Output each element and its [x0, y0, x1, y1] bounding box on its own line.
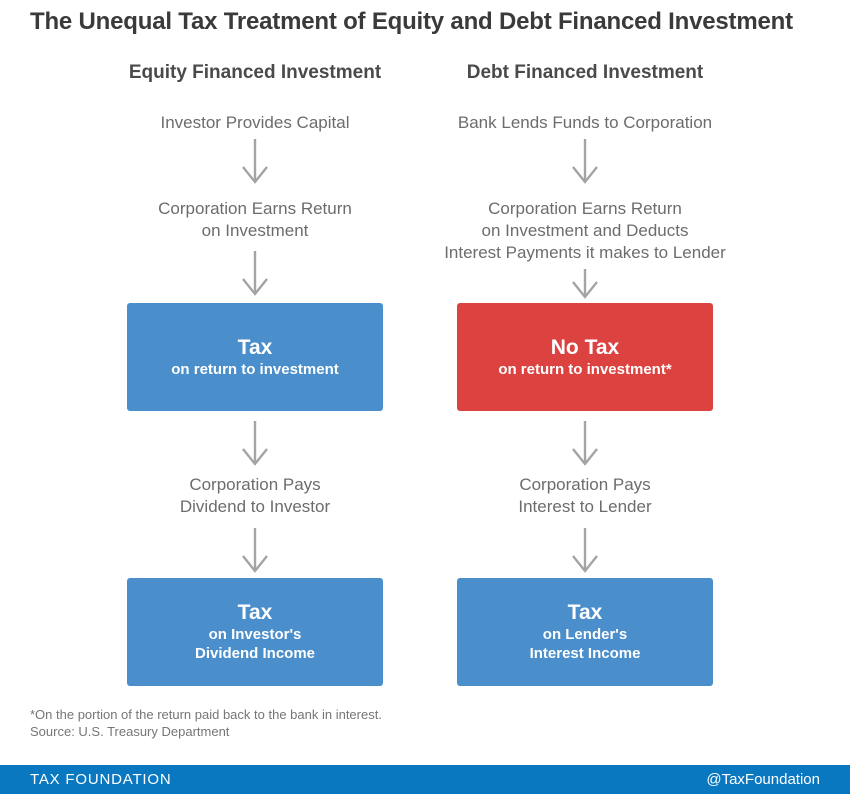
column-header-equity: Equity Financed Investment: [128, 62, 382, 83]
step-bank-lends-funds: Bank Lends Funds to Corporation: [457, 113, 713, 132]
box-subtitle: on Lender's Interest Income: [529, 626, 641, 662]
column-header-debt: Debt Financed Investment: [466, 62, 704, 83]
footer-twitter-handle: @TaxFoundation: [706, 771, 820, 788]
arrow-down-icon: [238, 250, 272, 298]
box-subtitle: on return to investment: [171, 360, 339, 378]
arrow-down-icon: [238, 420, 272, 468]
box-title: Tax: [237, 601, 273, 624]
box-subtitle: on return to investment*: [498, 360, 672, 378]
tax-dividend-income-box: Tax on Investor's Dividend Income: [127, 578, 383, 686]
arrow-down-icon: [568, 268, 602, 300]
no-tax-on-return-box: No Tax on return to investment*: [457, 303, 713, 411]
box-subtitle: on Investor's Dividend Income: [194, 626, 316, 662]
arrow-down-icon: [568, 527, 602, 575]
tax-interest-income-box: Tax on Lender's Interest Income: [457, 578, 713, 686]
box-title: No Tax: [550, 335, 620, 359]
arrow-down-icon: [568, 138, 602, 186]
arrow-down-icon: [238, 527, 272, 575]
footnote-source: Source: U.S. Treasury Department: [30, 724, 230, 739]
step-corporation-pays-interest: Corporation Pays Interest to Lender: [518, 475, 652, 516]
box-title: Tax: [237, 335, 273, 359]
tax-on-return-box: Tax on return to investment: [127, 303, 383, 411]
step-corporation-pays-dividend: Corporation Pays Dividend to Investor: [179, 475, 331, 516]
arrow-down-icon: [238, 138, 272, 186]
footnote-asterisk: *On the portion of the return paid back …: [30, 707, 382, 722]
page-title: The Unequal Tax Treatment of Equity and …: [30, 8, 793, 35]
step-corporation-earns-return: Corporation Earns Return on Investment: [158, 199, 352, 240]
footer-bar: TAX FOUNDATION @TaxFoundation: [0, 765, 850, 794]
arrow-down-icon: [568, 420, 602, 468]
step-investor-provides-capital: Investor Provides Capital: [160, 113, 350, 132]
footer-brand: TAX FOUNDATION: [30, 771, 172, 788]
box-title: Tax: [567, 601, 603, 624]
step-corporation-earns-deducts: Corporation Earns Return on Investment a…: [444, 199, 726, 262]
